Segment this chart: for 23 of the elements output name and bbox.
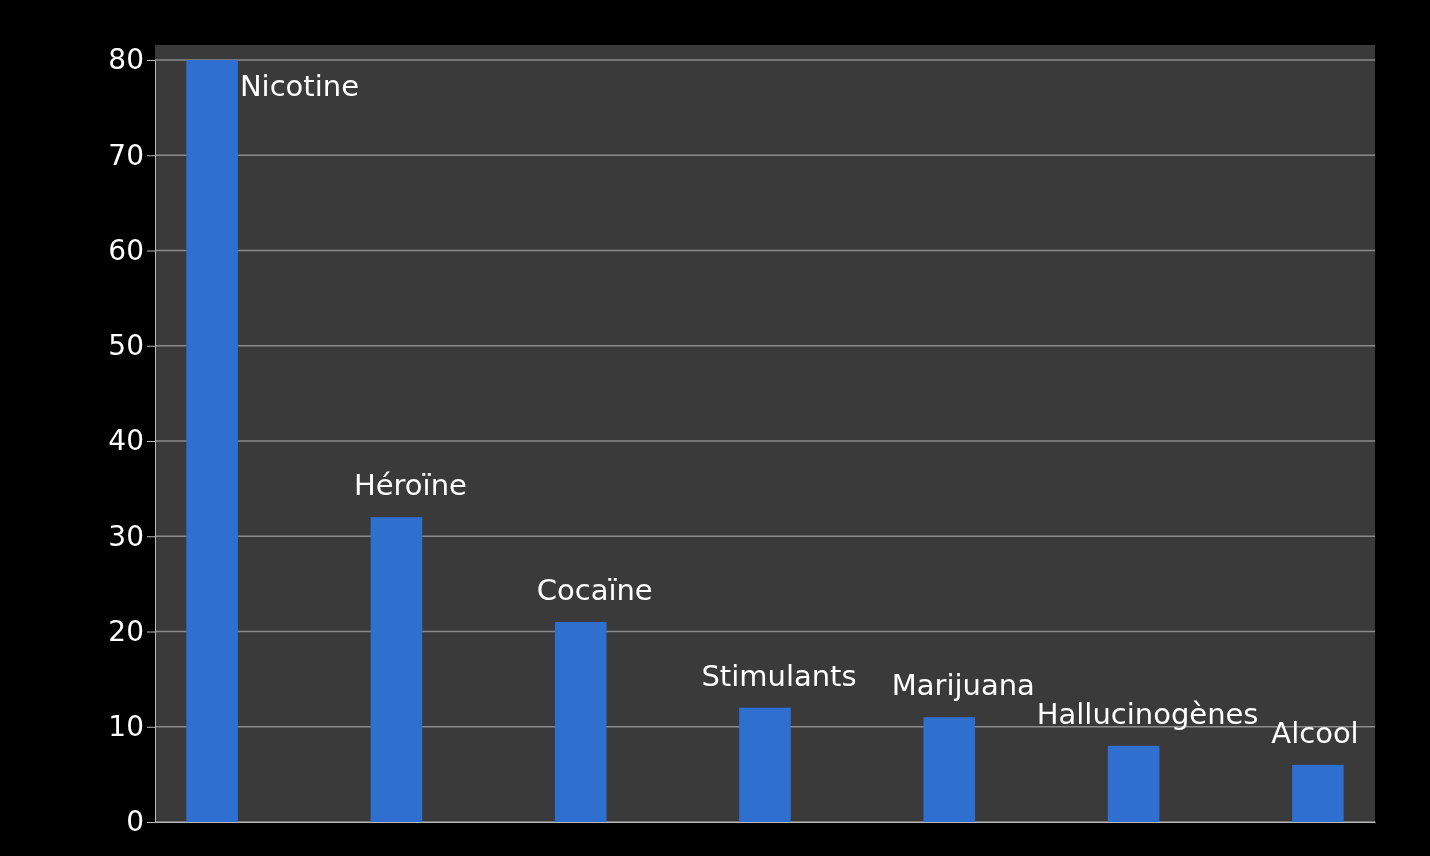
y-tick-label: 40 [108, 424, 144, 458]
bar [554, 621, 607, 822]
y-tick-label: 70 [108, 138, 144, 172]
y-tick-label: 10 [108, 710, 144, 744]
bar [1107, 745, 1160, 822]
y-tick-label: 80 [108, 43, 144, 77]
y-tick-label: 60 [108, 233, 144, 267]
y-tick-label: 0 [126, 805, 144, 839]
y-tick-label: 50 [108, 329, 144, 363]
bar [739, 707, 791, 822]
bar [370, 517, 423, 822]
y-tick-label: 30 [108, 519, 144, 553]
x-tick-label: Héroïne [353, 468, 467, 503]
y-tick-label: 20 [108, 614, 144, 648]
x-tick-label: Nicotine [239, 69, 360, 103]
bar [1292, 764, 1344, 822]
bar [923, 717, 976, 822]
x-tick-label: Cocaïne [536, 572, 653, 607]
x-tick-label: Marijuana [891, 668, 1035, 703]
x-tick-label: Stimulants [701, 658, 857, 693]
bar [186, 60, 238, 822]
x-tick-label: Hallucinogènes [1036, 696, 1259, 731]
x-tick-label: Alcool [1271, 715, 1359, 750]
